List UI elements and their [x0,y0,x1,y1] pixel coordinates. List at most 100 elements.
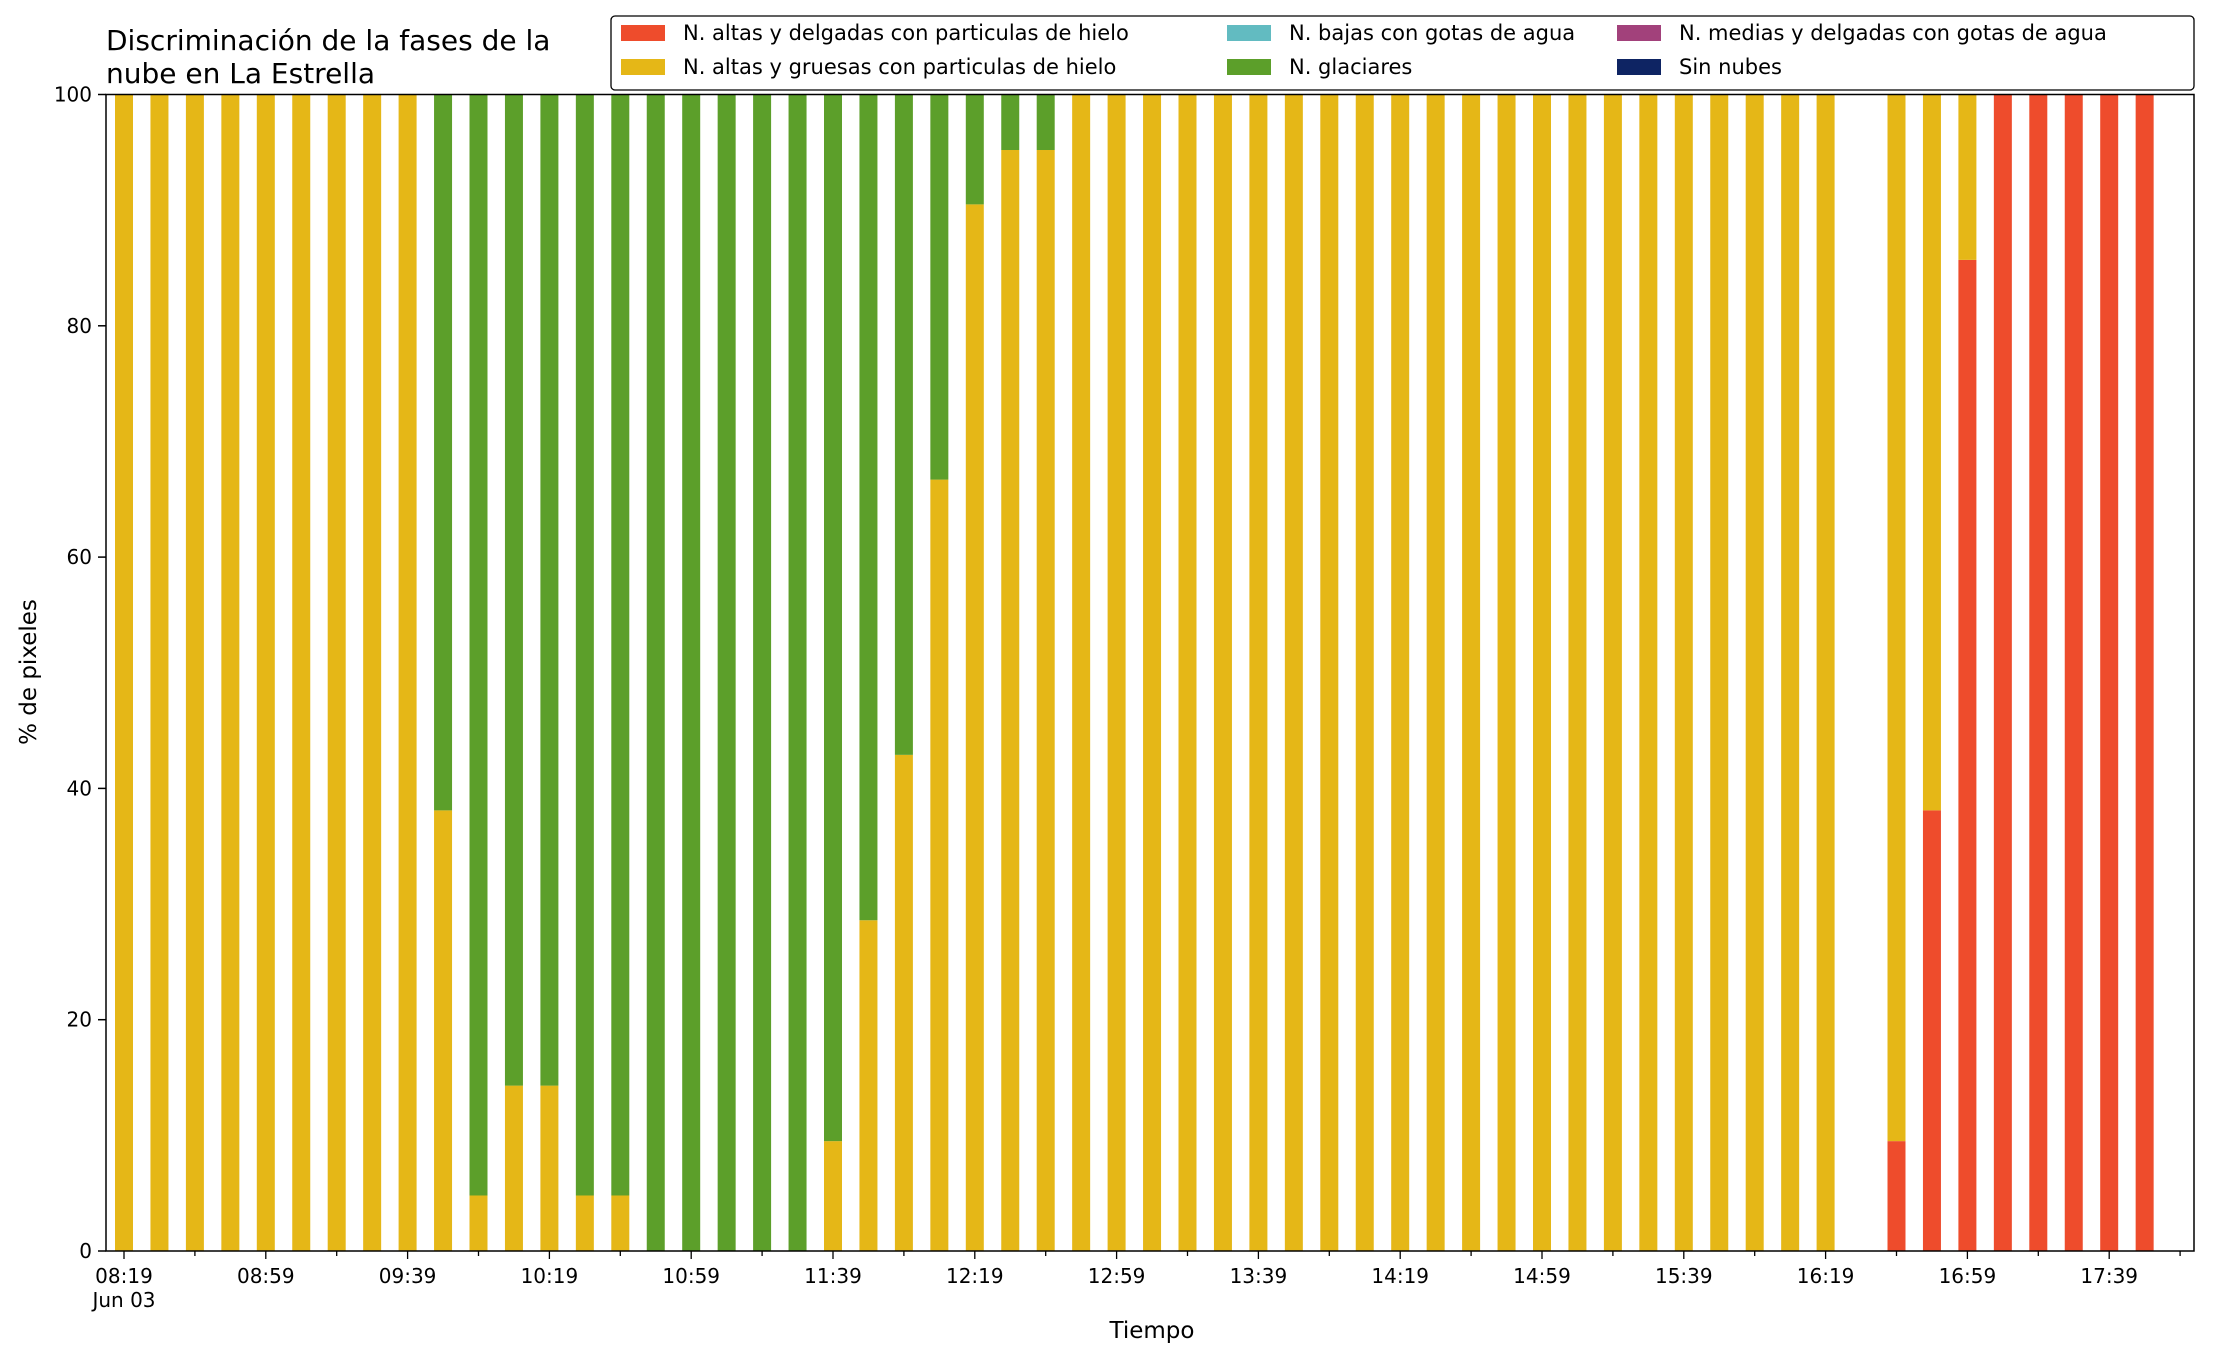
bar-segment [965,94,984,205]
bar-segment [611,94,630,1196]
legend-swatch [621,59,665,75]
x-tick-label: 15:39 [1655,1264,1713,1288]
x-tick-label: 10:59 [662,1264,720,1288]
legend-swatch [1227,25,1271,41]
bar-segment [859,94,878,921]
y-tick-label: 80 [67,314,92,338]
y-tick-label: 100 [54,83,92,107]
bar-segment [1249,94,1268,1251]
bars-layer [115,94,2154,1251]
bar-segment [256,94,275,1251]
legend-item: N. glaciares [1227,55,1412,79]
x-tick-label: 08:59 [237,1264,295,1288]
bar-segment [682,94,701,1251]
legend-label: N. altas y delgadas con particulas de hi… [683,21,1129,45]
legend-item: N. altas y delgadas con particulas de hi… [621,21,1129,45]
bar-segment [2100,94,2119,1251]
bar-segment [611,1195,630,1251]
bar-segment [1001,150,1020,1251]
x-tick-label: 13:39 [1230,1264,1288,1288]
bar-segment [469,94,488,1196]
bar-segment [1355,94,1374,1251]
legend-item: N. bajas con gotas de agua [1227,21,1575,45]
bar-segment [1072,94,1091,1251]
bar-segment [1674,94,1693,1251]
bar-segment [2135,94,2154,1251]
bar-segment [150,94,169,1251]
x-axis-label: Tiempo [1109,1318,1195,1344]
bar-segment [930,94,949,480]
bar-segment [575,94,594,1196]
x-tick-label: 11:39 [804,1264,862,1288]
bar-segment [540,1085,559,1251]
bar-segment [1143,94,1162,1251]
bar-segment [1710,94,1729,1251]
bar-segment [1887,94,1906,1142]
x-tick-label: 16:59 [1939,1264,1997,1288]
bar-segment [1001,94,1020,151]
legend-item: Sin nubes [1617,55,1782,79]
bar-segment [1816,94,1835,1251]
bar-segment [1568,94,1587,1251]
bar-segment [1603,94,1622,1251]
bar-segment [327,94,346,1251]
bar-segment [1993,94,2012,1251]
y-tick-label: 60 [67,545,92,569]
bar-segment [398,94,417,1251]
y-tick-label: 40 [67,776,92,800]
bar-segment [1887,1141,1906,1251]
legend-label: N. bajas con gotas de agua [1289,21,1575,45]
bar-segment [646,94,665,1251]
bar-segment [504,1085,523,1251]
x-tick-label: 09:39 [379,1264,437,1288]
bar-segment [894,94,913,755]
bar-segment [540,94,559,1086]
bar-segment [469,1195,488,1251]
x-date-label: Jun 03 [90,1288,155,1312]
legend-swatch [1227,59,1271,75]
legend-item: N. altas y gruesas con particulas de hie… [621,55,1116,79]
legend-label: Sin nubes [1679,55,1782,79]
bar-segment [1320,94,1339,1251]
bar-segment [1462,94,1481,1251]
legend-label: N. altas y gruesas con particulas de hie… [683,55,1116,79]
bar-segment [824,94,842,1142]
legend-frame [610,15,2195,91]
chart-title-line: Discriminación de la fases de la [106,24,550,57]
bar-segment [1284,94,1303,1251]
bar-segment [434,94,453,811]
bar-segment [1036,94,1055,151]
legend-swatch [621,25,665,41]
legend-label: N. medias y delgadas con gotas de agua [1679,21,2107,45]
bar-segment [1497,94,1516,1251]
bar-segment [1958,259,1977,1251]
bar-segment [930,479,949,1251]
x-tick-label: 12:59 [1088,1264,1146,1288]
bar-segment [753,94,772,1251]
bar-segment [1426,94,1445,1251]
bar-segment [1213,94,1232,1251]
bar-segment [292,94,311,1251]
bar-segment [1178,94,1197,1251]
bar-segment [1745,94,1764,1251]
legend-item: N. medias y delgadas con gotas de agua [1617,21,2107,45]
bar-segment [434,810,453,1251]
bar-segment [2064,94,2083,1251]
bar-segment [894,754,913,1251]
bar-segment [1958,94,1977,260]
bar-segment [1922,94,1941,811]
legend-swatch [1617,25,1661,41]
x-tick-label: 08:19 [95,1264,153,1288]
bar-segment [788,94,807,1251]
x-axis: 08:19 08:59 09:39 10:19 10:59 11:39 12:19 12:59… [90,1251,2181,1312]
legend: N. altas y delgadas con particulas de hi… [610,15,2195,91]
y-tick-label: 0 [79,1239,92,1263]
bar-segment [115,94,133,1251]
legend-swatch [1617,59,1661,75]
bar-segment [1533,94,1551,1251]
bar-segment [1391,94,1410,1251]
bar-segment [1922,810,1941,1251]
y-axis: 0 20 40 60 80 100 [54,83,106,1263]
